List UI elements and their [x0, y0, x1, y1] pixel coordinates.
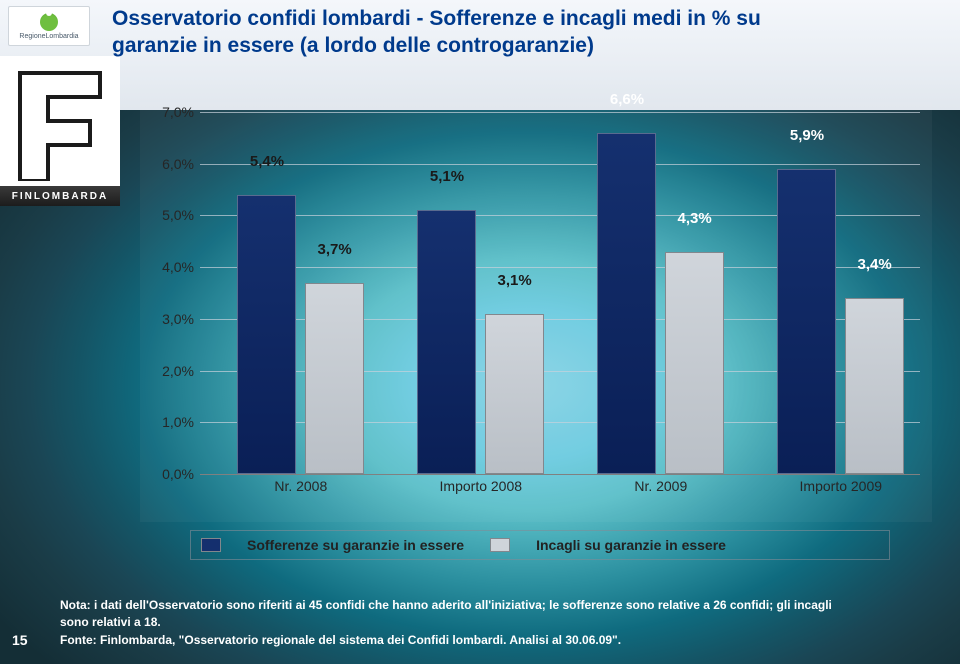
- ytick-label: 2,0%: [142, 363, 194, 379]
- finlombarda-logo: FINLOMBARDA: [0, 56, 120, 206]
- gridline: [200, 164, 920, 165]
- ytick-label: 6,0%: [142, 156, 194, 172]
- regione-lombardia-mark-icon: [40, 13, 58, 31]
- legend-label-incagli: Incagli su garanzie in essere: [536, 537, 726, 553]
- source-text: Fonte: Finlombarda, "Osservatorio region…: [60, 632, 932, 648]
- ytick-label: 5,0%: [142, 207, 194, 223]
- bar-sofferenze: [777, 169, 836, 474]
- legend: Sofferenze su garanzie in essere Incagli…: [190, 530, 890, 560]
- xaxis-label: Importo 2008: [440, 478, 523, 494]
- bar-value-label: 3,4%: [858, 256, 892, 277]
- legend-swatch-sofferenze: [201, 538, 221, 552]
- finlombarda-text: FINLOMBARDA: [0, 186, 120, 206]
- xaxis-label: Importo 2009: [800, 478, 883, 494]
- footer-block: Nota: i dati dell'Osservatorio sono rife…: [60, 597, 932, 648]
- footnote-line-1: Nota: i dati dell'Osservatorio sono rife…: [60, 598, 832, 612]
- bar-sofferenze: [417, 210, 476, 474]
- bar-value-label: 5,4%: [250, 153, 284, 174]
- legend-swatch-incagli: [490, 538, 510, 552]
- bar-value-label: 3,1%: [498, 272, 532, 293]
- legend-label-sofferenze: Sofferenze su garanzie in essere: [247, 537, 464, 553]
- bar-value-label: 4,3%: [678, 210, 712, 231]
- page-number: 15: [12, 632, 28, 648]
- title-line-2: garanzie in essere (a lordo delle contro…: [112, 34, 594, 57]
- xaxis-label: Nr. 2008: [274, 478, 327, 494]
- ytick-label: 0,0%: [142, 466, 194, 482]
- regione-lombardia-text: RegioneLombardia: [19, 33, 78, 40]
- bar-sofferenze: [237, 195, 296, 474]
- title-line-1: Osservatorio confidi lombardi - Sofferen…: [112, 7, 761, 30]
- bar-sofferenze: [597, 133, 656, 474]
- bar-incagli: [665, 252, 724, 474]
- regione-lombardia-logo: RegioneLombardia: [8, 6, 90, 46]
- bar-incagli: [485, 314, 544, 474]
- ytick-label: 1,0%: [142, 414, 194, 430]
- xaxis-label: Nr. 2009: [634, 478, 687, 494]
- bar-incagli: [845, 298, 904, 474]
- ytick-label: 4,0%: [142, 259, 194, 275]
- slide-title: Osservatorio confidi lombardi - Sofferen…: [112, 6, 936, 60]
- gridline: [200, 112, 920, 113]
- plot-area: 0,0%1,0%2,0%3,0%4,0%5,0%6,0%7,0%5,4%3,7%…: [200, 112, 920, 474]
- bar-incagli: [305, 283, 364, 474]
- ytick-label: 3,0%: [142, 311, 194, 327]
- ytick-label: 7,0%: [142, 104, 194, 120]
- gridline: [200, 474, 920, 475]
- x-axis: Nr. 2008 Importo 2008 Nr. 2009 Importo 2009: [200, 478, 920, 498]
- footnote-line-2: sono relativi a 18.: [60, 615, 161, 629]
- bar-value-label: 5,9%: [790, 127, 824, 148]
- finlombarda-mark-icon: [0, 56, 120, 186]
- bar-chart: 0,0% 1,0% 2,0% 3,0% 4,0% 5,0% 6,0% 7,0% 5,4% 3,7%…: [140, 102, 932, 522]
- bar-value-label: 3,7%: [318, 241, 352, 262]
- bar-value-label: 6,6%: [610, 91, 644, 112]
- bar-value-label: 5,1%: [430, 168, 464, 189]
